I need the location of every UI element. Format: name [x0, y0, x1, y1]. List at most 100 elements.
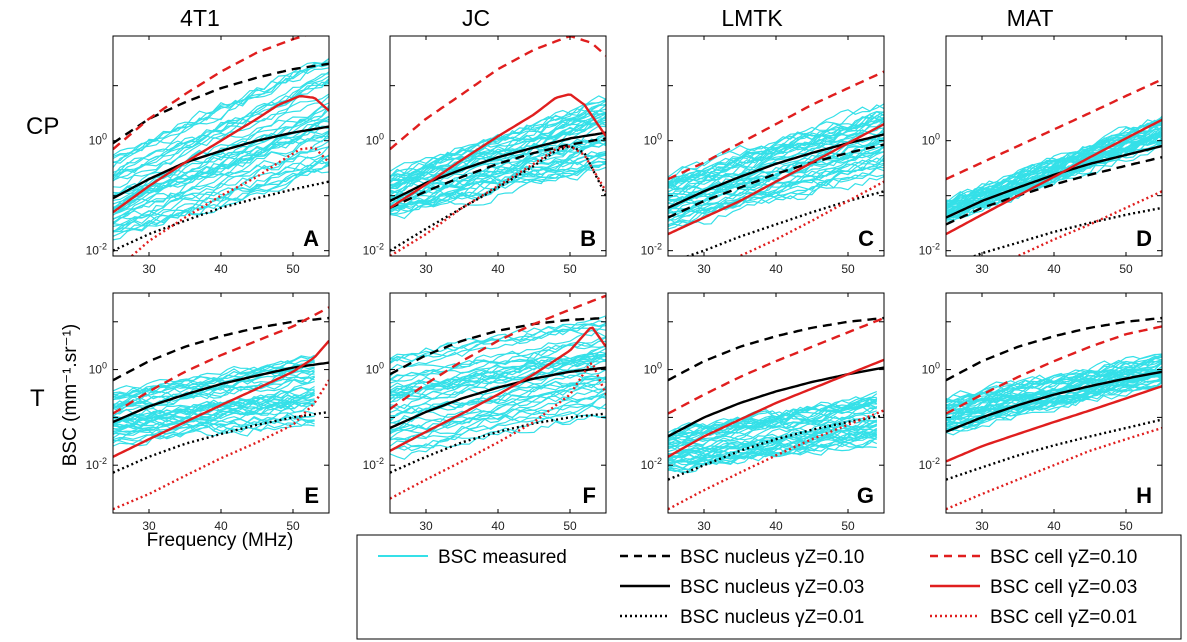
- x-tick-label: 30: [975, 262, 989, 276]
- x-tick-label: 50: [286, 262, 300, 276]
- measured-curve: [668, 441, 877, 473]
- measured-curve: [113, 58, 329, 168]
- series-cell-010: [668, 70, 884, 181]
- measured-curves: [113, 58, 329, 241]
- measured-curve: [668, 404, 878, 446]
- measured-curve: [390, 392, 606, 441]
- series-nucleus-001: [390, 145, 606, 252]
- y-tick-label: 100: [922, 361, 940, 377]
- measured-curve: [946, 384, 1162, 428]
- series-cell-003: [946, 118, 1162, 236]
- y-tick-label: 10-2: [86, 242, 107, 258]
- legend-label-cell-010: BSC cell γZ=0.10: [990, 547, 1137, 568]
- measured-curve: [668, 103, 884, 178]
- measured-curve: [390, 394, 606, 447]
- measured-curve: [390, 100, 606, 178]
- x-tick-label: 40: [491, 262, 505, 276]
- measured-curves: [390, 315, 606, 460]
- measured-curve: [113, 354, 315, 392]
- measured-curve: [390, 376, 606, 414]
- series-cell-010: [390, 294, 606, 410]
- column-title-4t1: 4T1: [180, 5, 220, 31]
- measured-curve: [946, 355, 1162, 407]
- measured-curve: [668, 420, 877, 450]
- series-cell-001: [737, 180, 884, 256]
- panel-h: 30 40 50 10-2 100 H: [919, 292, 1163, 533]
- x-tick-label: 50: [563, 262, 577, 276]
- x-tick-label: 40: [491, 519, 505, 533]
- series-cell-001: [668, 409, 884, 511]
- measured-curve: [668, 417, 877, 453]
- measured-curve: [113, 387, 315, 421]
- measured-curve: [113, 367, 315, 405]
- measured-curve: [113, 71, 329, 177]
- panel-letter: C: [858, 226, 874, 251]
- measured-curve: [113, 82, 329, 182]
- x-tick-label: 30: [697, 262, 711, 276]
- series-nucleus-010: [113, 62, 329, 145]
- measured-curve: [390, 163, 606, 220]
- measured-curve: [390, 329, 606, 377]
- measured-curve: [390, 112, 606, 188]
- measured-curve: [113, 412, 315, 434]
- x-tick-label: 30: [419, 262, 433, 276]
- measured-curve: [668, 398, 878, 438]
- y-tick-label: 100: [366, 361, 384, 377]
- legend-label-nucleus-003: BSC nucleus γZ=0.03: [680, 577, 864, 598]
- row-label-cp: CP: [26, 113, 59, 140]
- measured-curve: [390, 114, 606, 190]
- series-nucleus-001: [113, 180, 329, 252]
- y-tick-label: 10-2: [919, 456, 940, 472]
- measured-curve: [668, 145, 884, 214]
- x-tick-label: 50: [563, 519, 577, 533]
- measured-curve: [390, 152, 606, 213]
- measured-curve: [113, 376, 315, 409]
- series-cell-010: [946, 78, 1162, 181]
- measured-curve: [113, 359, 315, 397]
- measured-curve: [113, 157, 329, 233]
- measured-curve: [390, 369, 606, 410]
- series-cell-003: [113, 94, 329, 214]
- series-nucleus-003: [946, 370, 1162, 433]
- measured-curve: [390, 104, 606, 181]
- y-tick-label: 100: [366, 132, 384, 148]
- measured-curve: [113, 390, 315, 417]
- y-tick-label: 10-2: [641, 456, 662, 472]
- measured-curve: [946, 142, 1162, 219]
- plot-area: [390, 36, 606, 256]
- measured-curve: [113, 145, 329, 225]
- measured-curve: [668, 175, 884, 226]
- measured-curve: [946, 132, 1162, 219]
- measured-curve: [113, 392, 315, 422]
- series-cell-003: [668, 358, 884, 458]
- series-cell-003: [668, 123, 884, 236]
- x-tick-label: 30: [142, 262, 156, 276]
- measured-curve: [390, 340, 606, 381]
- series-cell-003: [390, 326, 606, 452]
- series-cell-001: [130, 146, 329, 256]
- measured-curve: [390, 357, 606, 403]
- x-tick-label: 50: [286, 519, 300, 533]
- x-tick-label: 30: [975, 519, 989, 533]
- series-cell-003: [390, 93, 606, 209]
- measured-curve: [390, 336, 606, 382]
- legend-box: [356, 534, 1182, 640]
- measured-curve: [390, 381, 606, 431]
- y-tick-label: 10-2: [363, 456, 384, 472]
- y-tick-label: 100: [644, 132, 662, 148]
- measured-curve: [390, 353, 606, 398]
- measured-curve: [390, 322, 606, 363]
- measured-curve: [113, 162, 329, 237]
- measured-curve: [668, 166, 884, 227]
- panel-letter: G: [857, 483, 874, 508]
- panel-letter: A: [303, 226, 319, 251]
- series-cell-003: [946, 385, 1162, 463]
- x-tick-label: 30: [142, 519, 156, 533]
- measured-curve: [946, 362, 1162, 407]
- measured-curve: [668, 398, 877, 437]
- measured-curve: [113, 360, 315, 401]
- x-tick-label: 40: [1047, 262, 1061, 276]
- y-tick-label: 10-2: [363, 242, 384, 258]
- measured-curves: [113, 354, 316, 447]
- measured-curve: [113, 420, 315, 447]
